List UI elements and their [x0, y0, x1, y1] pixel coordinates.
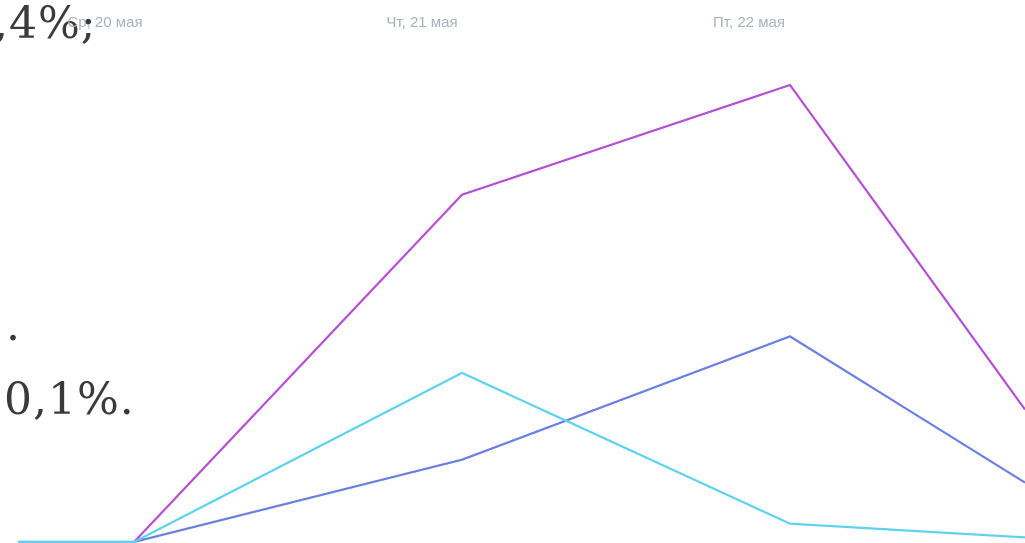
background-text-line: .: [6, 300, 21, 351]
x-axis-labels: Ср, 20 мая Чт, 21 мая Пт, 22 мая: [67, 14, 785, 31]
background-text-line: 0,1%.: [4, 374, 135, 425]
series-line-purple: [18, 83, 1025, 543]
x-tick-label: Ср, 20 мая: [67, 14, 142, 31]
series-line-blue: [18, 335, 1025, 543]
series-layer: [18, 83, 1025, 543]
series-line-cyan: [18, 371, 1025, 543]
x-tick-label: Чт, 21 мая: [386, 14, 457, 31]
background-text-line: ,4%;: [0, 0, 97, 49]
x-tick-label: Пт, 22 мая: [713, 14, 785, 31]
